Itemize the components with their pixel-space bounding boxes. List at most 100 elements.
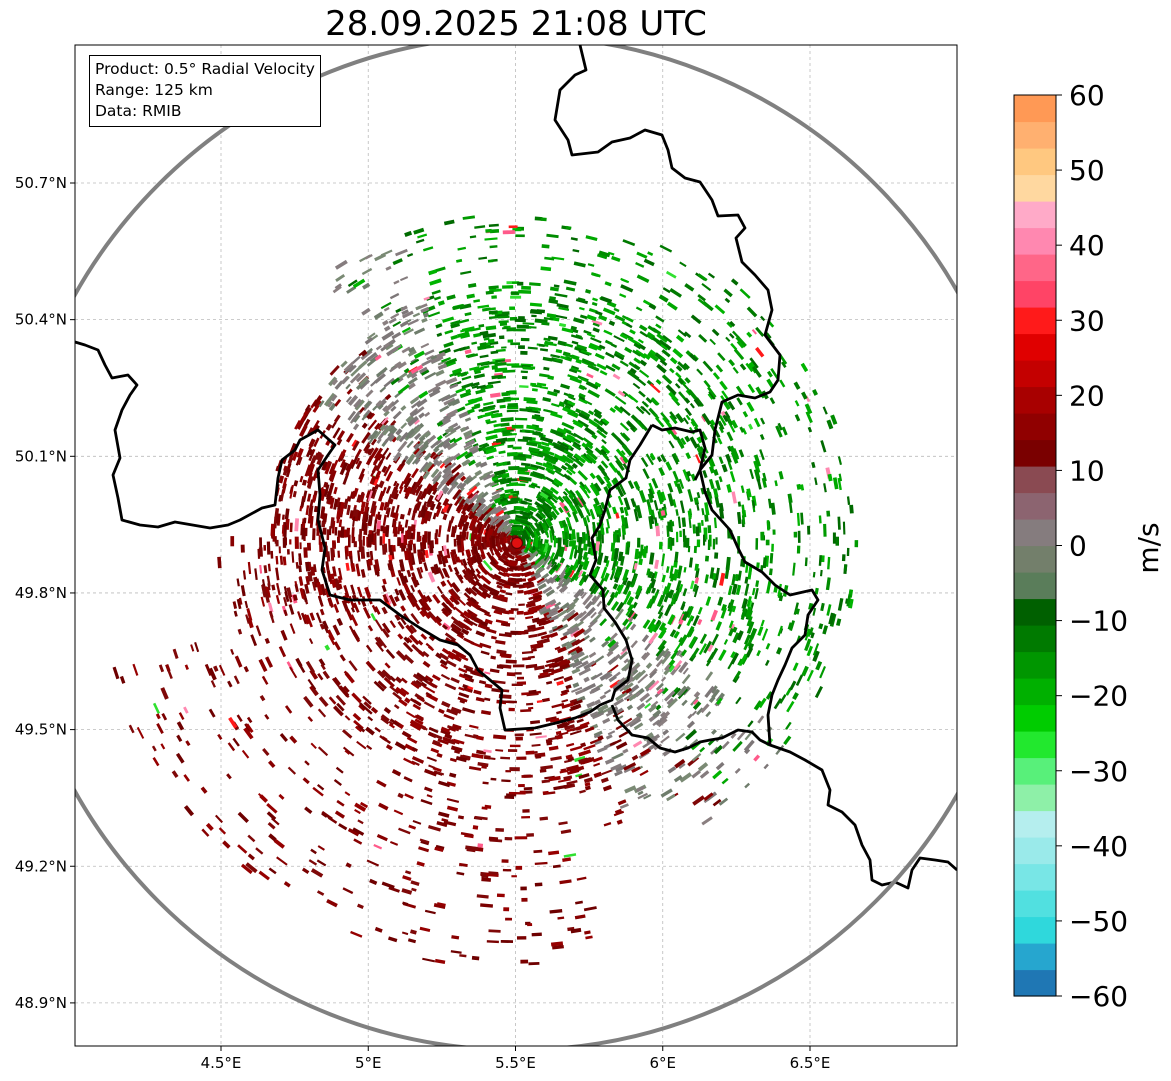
echo-pixel — [543, 408, 553, 413]
echo-pixel — [642, 619, 651, 629]
echo-pixel — [522, 436, 533, 441]
echo-pixel — [242, 570, 247, 580]
echo-pixel — [482, 307, 491, 312]
echo-pixel — [613, 455, 624, 467]
echo-pixel — [518, 289, 532, 294]
echo-pixel — [506, 534, 512, 542]
echo-pixel — [464, 575, 473, 584]
echo-pixel — [651, 397, 660, 406]
echo-pixel — [714, 304, 726, 315]
echo-pixel — [449, 474, 461, 486]
echo-pixel — [538, 343, 545, 348]
echo-pixel — [620, 284, 634, 293]
echo-pixel — [312, 395, 323, 408]
echo-pixel — [578, 773, 590, 780]
echo-pixel — [409, 358, 420, 366]
echo-pixel — [423, 431, 431, 439]
echo-pixel — [512, 584, 524, 588]
echo-pixel — [686, 615, 694, 627]
echo-pixel — [561, 702, 575, 709]
echo-pixel — [559, 355, 567, 360]
echo-pixel — [458, 667, 468, 674]
echo-pixel — [539, 373, 550, 378]
echo-pixel — [605, 364, 616, 372]
echo-pixel — [413, 699, 422, 706]
echo-pixel — [747, 609, 753, 620]
echo-pixel — [666, 697, 675, 706]
echo-pixel — [348, 364, 357, 373]
echo-pixel — [294, 536, 299, 549]
echo-pixel — [703, 792, 714, 801]
echo-pixel — [573, 453, 586, 464]
echo-pixel — [746, 306, 758, 318]
echo-pixel — [549, 599, 557, 606]
echo-pixel — [432, 733, 443, 740]
echo-pixel — [618, 651, 629, 661]
echo-pixel — [450, 319, 461, 325]
echo-pixel — [500, 756, 511, 760]
echo-pixel — [578, 579, 585, 587]
echo-pixel — [413, 601, 421, 611]
echo-pixel — [499, 404, 506, 409]
echo-pixel — [801, 665, 809, 677]
echo-pixel — [410, 524, 416, 532]
echo-pixel — [493, 469, 506, 476]
echo-pixel — [590, 582, 599, 595]
echo-pixel — [398, 432, 409, 443]
echo-pixel — [401, 888, 413, 895]
echo-pixel — [419, 926, 431, 933]
echo-pixel — [536, 309, 546, 314]
echo-pixel — [580, 349, 592, 356]
echo-pixel — [435, 323, 443, 329]
echo-pixel — [447, 520, 453, 532]
echo-pixel — [706, 487, 711, 496]
echo-pixel — [482, 406, 496, 412]
echo-pixel — [542, 462, 555, 471]
echo-pixel — [818, 555, 822, 566]
echo-pixel — [303, 695, 314, 708]
echo-pixel — [525, 454, 532, 459]
echo-pixel — [513, 328, 526, 332]
echo-pixel — [669, 287, 682, 298]
echo-pixel — [540, 489, 551, 497]
echo-pixel — [630, 623, 637, 631]
echo-pixel — [496, 893, 505, 898]
echo-pixel — [691, 753, 702, 762]
echo-pixel — [518, 603, 525, 607]
echo-pixel — [524, 628, 535, 633]
echo-pixel — [394, 613, 401, 621]
echo-pixel — [432, 766, 442, 773]
echo-pixel — [356, 724, 366, 733]
echo-pixel — [313, 437, 320, 448]
echo-pixel — [426, 484, 435, 496]
echo-pixel — [657, 626, 668, 639]
echo-pixel — [347, 827, 360, 837]
echo-pixel — [424, 768, 438, 777]
echo-pixel — [565, 469, 573, 476]
echo-pixel — [517, 471, 530, 476]
echo-pixel — [730, 651, 736, 659]
echo-pixel — [385, 485, 392, 494]
echo-pixel — [660, 788, 673, 798]
echo-pixel — [499, 537, 503, 545]
echo-pixel — [347, 410, 357, 421]
echo-pixel — [707, 392, 714, 400]
echo-pixel — [449, 443, 456, 449]
echo-pixel — [556, 680, 564, 686]
echo-pixel — [568, 540, 573, 547]
echo-pixel — [463, 637, 475, 645]
echo-pixel — [360, 505, 365, 515]
echo-pixel — [470, 515, 479, 526]
echo-pixel — [402, 875, 412, 881]
echo-pixel — [632, 349, 641, 357]
echo-pixel — [714, 552, 719, 559]
echo-pixel — [540, 765, 553, 770]
echo-pixel — [672, 499, 677, 508]
echo-pixel — [620, 277, 630, 284]
echo-pixel — [553, 444, 566, 453]
lon-tick-label: 4.5°E — [201, 1054, 242, 1072]
echo-pixel — [673, 774, 683, 783]
echo-pixel — [317, 708, 327, 718]
echo-pixel — [579, 484, 588, 495]
echo-pixel — [510, 342, 521, 346]
